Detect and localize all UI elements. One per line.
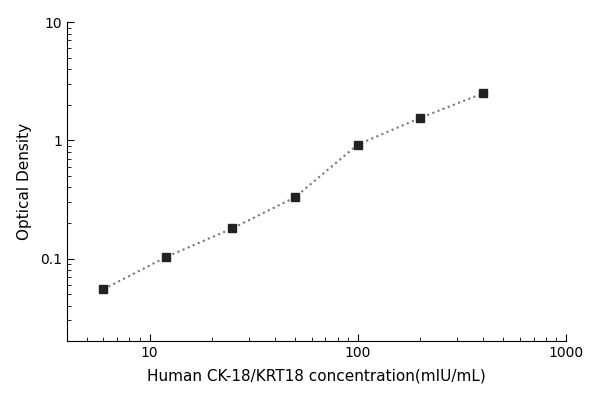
X-axis label: Human CK-18/KRT18 concentration(mIU/mL): Human CK-18/KRT18 concentration(mIU/mL) (147, 368, 485, 383)
Y-axis label: Optical Density: Optical Density (17, 123, 32, 240)
